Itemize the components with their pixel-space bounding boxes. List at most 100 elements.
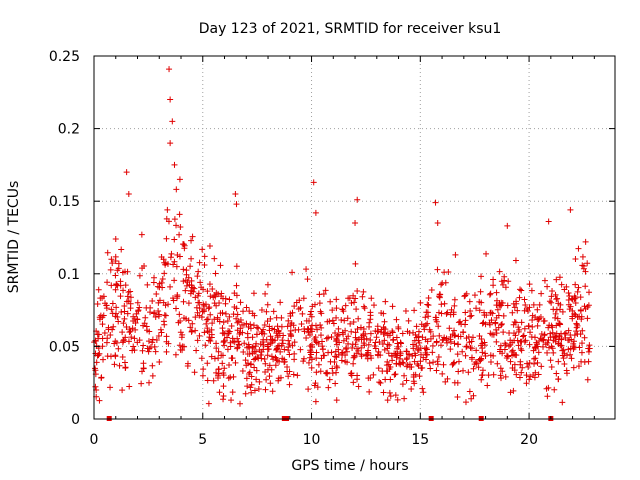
data-point (286, 381, 293, 388)
data-point (350, 319, 357, 326)
data-point (421, 326, 428, 333)
data-point (230, 373, 237, 380)
data-point (469, 334, 476, 341)
data-point (378, 310, 385, 317)
y-tick-label: 0.2 (58, 122, 80, 138)
data-point (377, 329, 384, 336)
data-point (171, 277, 178, 284)
data-point (473, 305, 480, 312)
data-point (210, 294, 217, 301)
data-point (577, 294, 584, 301)
data-point (104, 249, 111, 256)
data-point (232, 359, 239, 366)
data-point (446, 325, 453, 332)
data-point (264, 352, 271, 359)
data-point (443, 310, 450, 317)
data-point (295, 326, 302, 333)
data-point (517, 345, 524, 352)
data-point (208, 334, 215, 341)
data-point (96, 314, 103, 321)
data-point (333, 314, 340, 321)
data-point (213, 340, 220, 347)
data-point (205, 337, 212, 344)
data-point (373, 334, 380, 341)
data-point (565, 346, 572, 353)
data-point (236, 400, 243, 407)
data-point (322, 370, 329, 377)
data-point (104, 353, 111, 360)
y-tick-label: 0 (71, 412, 80, 428)
data-point (160, 256, 167, 263)
data-point (578, 316, 585, 323)
data-point (121, 268, 128, 275)
data-point (582, 238, 589, 245)
data-point (386, 342, 393, 349)
data-point (488, 317, 495, 324)
data-point (141, 320, 148, 327)
data-point (439, 337, 446, 344)
data-point (342, 358, 349, 365)
data-point (147, 304, 154, 311)
data-point (478, 273, 485, 280)
data-point (257, 351, 264, 358)
data-point (266, 327, 273, 334)
data-point (352, 329, 359, 336)
data-point (530, 301, 537, 308)
data-point (323, 335, 330, 342)
data-point (484, 382, 491, 389)
data-point (249, 345, 256, 352)
data-point (176, 311, 183, 318)
data-point (380, 389, 387, 396)
data-point (249, 310, 256, 317)
data-point (224, 318, 231, 324)
data-point (367, 337, 374, 344)
data-point (176, 176, 183, 183)
data-point (243, 362, 250, 369)
data-point (440, 361, 447, 368)
data-point (382, 376, 389, 383)
data-point (289, 342, 296, 349)
data-point (109, 300, 116, 307)
data-point (395, 323, 402, 330)
data-point (418, 321, 425, 328)
data-point (575, 363, 582, 370)
data-point (553, 276, 560, 283)
data-point (155, 308, 162, 315)
data-point (416, 373, 423, 380)
data-point (326, 376, 333, 383)
data-point (265, 341, 272, 348)
data-point (528, 333, 535, 340)
data-point (579, 327, 586, 334)
data-point (240, 308, 247, 315)
data-point (470, 392, 477, 399)
data-point (194, 309, 201, 316)
data-point (264, 281, 271, 288)
data-point (221, 337, 228, 344)
data-point (247, 384, 254, 391)
data-point (534, 306, 541, 313)
data-point (422, 314, 429, 321)
data-point (222, 295, 229, 302)
data-point (277, 299, 284, 306)
data-point (205, 305, 212, 312)
data-point (559, 308, 566, 315)
data-point (385, 350, 392, 357)
data-point (577, 307, 584, 314)
data-point (322, 287, 329, 294)
data-point (451, 296, 458, 303)
data-point (262, 360, 269, 367)
data-point (352, 219, 359, 226)
data-point (275, 328, 282, 335)
data-point (548, 343, 555, 350)
data-point (444, 339, 451, 346)
data-point (164, 206, 171, 213)
data-point (236, 330, 243, 337)
data-point (130, 343, 137, 350)
data-point (350, 379, 357, 386)
data-point (572, 255, 579, 262)
data-point (567, 331, 574, 338)
data-point (549, 329, 556, 336)
data-point (406, 351, 413, 358)
data-point (195, 268, 202, 275)
data-point (127, 294, 134, 301)
